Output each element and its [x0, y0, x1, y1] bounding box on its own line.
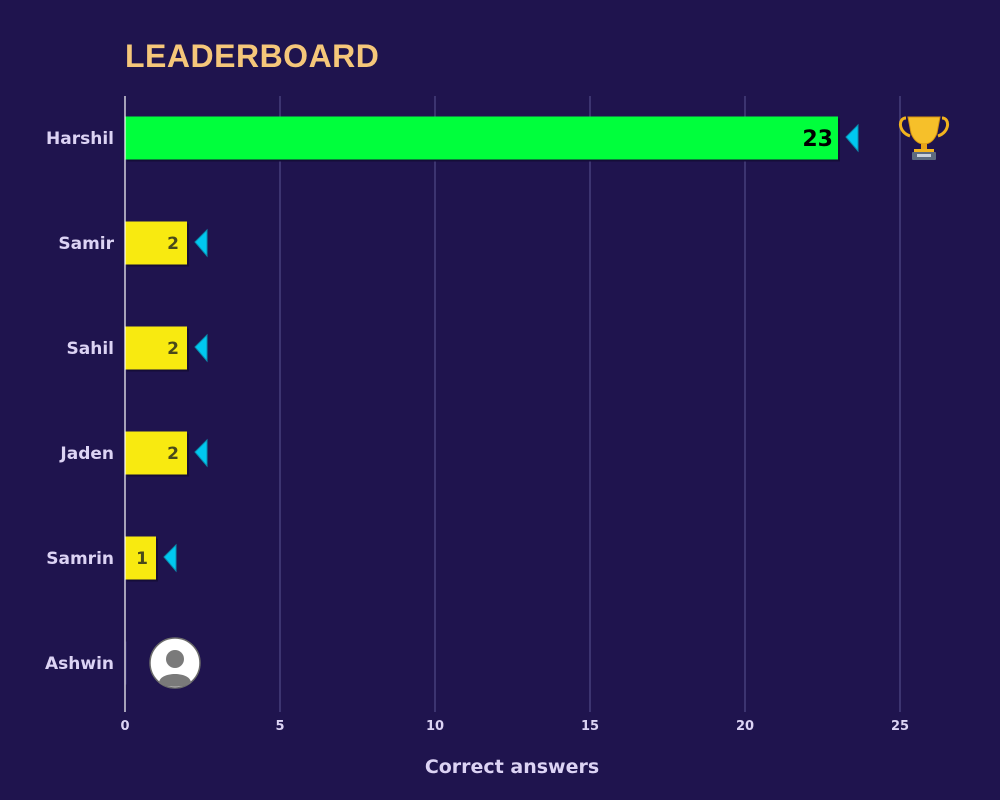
category-label: Ashwin — [45, 654, 114, 674]
trophy-handle-left — [899, 116, 911, 138]
bar-value-label: 2 — [167, 234, 179, 254]
trophy-handle-right — [937, 116, 949, 138]
bar-value-label: 23 — [802, 127, 833, 152]
x-axis-title: Correct answers — [425, 756, 599, 778]
bar-value-label: 1 — [136, 549, 148, 569]
bar — [125, 431, 187, 475]
chart-title: LEADERBOARD — [125, 38, 380, 74]
trophy-icon — [899, 116, 949, 160]
bar — [125, 536, 156, 580]
x-tick-label: 0 — [120, 719, 129, 734]
bar-value-label: 2 — [167, 339, 179, 359]
axis-layer: 0 5 10 15 20 25 Correct answers — [120, 96, 909, 778]
avatar-placeholder-icon — [149, 637, 201, 689]
arrow-marker — [194, 228, 208, 258]
bar — [125, 116, 838, 160]
category-label: Sahil — [67, 339, 114, 359]
x-tick-label: 20 — [736, 719, 754, 734]
x-tick-label: 15 — [581, 719, 599, 734]
trophy-plate — [917, 154, 931, 157]
category-label: Samir — [58, 234, 114, 254]
avatar-head — [166, 650, 184, 668]
x-tick-label: 10 — [426, 719, 444, 734]
category-label: Samrin — [46, 549, 114, 569]
category-label: Harshil — [46, 129, 114, 149]
bar-value-label: 2 — [167, 444, 179, 464]
bar — [125, 326, 187, 370]
grid-layer — [279, 96, 901, 712]
x-tick-label: 5 — [275, 719, 284, 734]
bar — [125, 221, 187, 265]
bar — [125, 641, 127, 685]
arrow-marker — [194, 438, 208, 468]
x-tick-label: 25 — [891, 719, 909, 734]
avatar-body — [159, 674, 191, 687]
arrow-marker — [163, 543, 177, 573]
category-label: Jaden — [59, 444, 114, 464]
arrow-marker — [194, 333, 208, 363]
trophy-collar — [914, 149, 934, 153]
trophy-cup — [907, 116, 941, 145]
labels-layer: Harshil 23 Samir 2 Sahil 2 Jaden 2 Samrin 1 Ashwin — [45, 116, 949, 689]
trophy-stem — [921, 144, 927, 150]
bars-layer — [125, 116, 840, 685]
arrow-marker — [845, 123, 859, 153]
